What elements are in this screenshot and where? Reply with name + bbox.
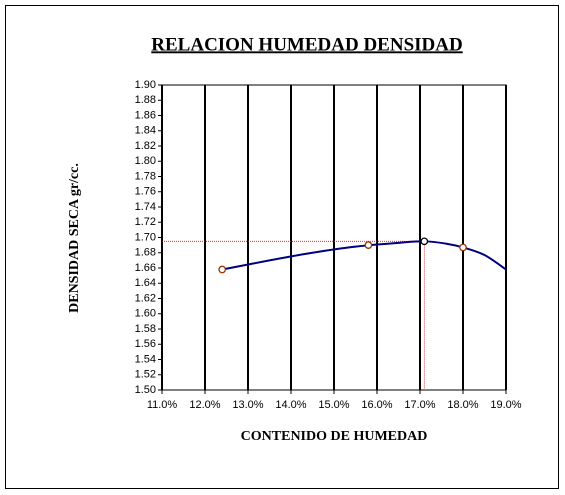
data-point	[364, 241, 373, 249]
data-point	[459, 243, 467, 252]
y-tick-label: 1.60	[135, 308, 156, 320]
x-tick-label: 14.0%	[275, 399, 306, 411]
y-tick-label: 1.64	[135, 277, 156, 289]
y-tick-label: 1.82	[135, 140, 156, 152]
y-tick-label: 1.70	[135, 231, 156, 243]
x-tick-label: 17.0%	[404, 399, 435, 411]
y-tick-label: 1.52	[135, 369, 156, 381]
y-axis-label: DENSIDAD SECA gr/cc.	[67, 163, 82, 313]
y-tick-label: 1.50	[135, 384, 156, 396]
y-tick-label: 1.72	[135, 216, 156, 228]
y-tick-label: 1.80	[135, 155, 156, 167]
x-tick-label: 18.0%	[447, 399, 478, 411]
y-tick-label: 1.54	[135, 353, 156, 365]
x-axis-label: CONTENIDO DE HUMEDAD	[241, 429, 428, 444]
y-tick-label: 1.86	[135, 109, 156, 121]
fitted-curve	[222, 240, 507, 271]
data-point	[218, 265, 227, 274]
y-tick-label: 1.62	[135, 292, 156, 304]
x-tick-label: 19.0%	[490, 399, 521, 411]
y-tick-label: 1.76	[135, 186, 156, 198]
x-tick-label: 13.0%	[232, 399, 263, 411]
chart-title: RELACION HUMEDAD DENSIDAD	[151, 34, 462, 55]
x-tick-label: 12.0%	[189, 399, 220, 411]
y-tick-label: 1.78	[135, 170, 156, 182]
y-tick-label: 1.90	[135, 79, 156, 91]
y-tick-label: 1.88	[135, 94, 156, 106]
x-tick-label: 16.0%	[361, 399, 392, 411]
y-tick-label: 1.56	[135, 338, 156, 350]
y-tick-label: 1.66	[135, 262, 156, 274]
y-tick-label: 1.58	[135, 323, 156, 335]
y-tick-label: 1.68	[135, 247, 156, 259]
x-tick-label: 15.0%	[318, 399, 349, 411]
data-point	[420, 237, 429, 246]
y-tick-label: 1.74	[135, 201, 156, 213]
y-tick-label: 1.84	[135, 125, 156, 137]
x-tick-label: 11.0%	[147, 399, 178, 411]
